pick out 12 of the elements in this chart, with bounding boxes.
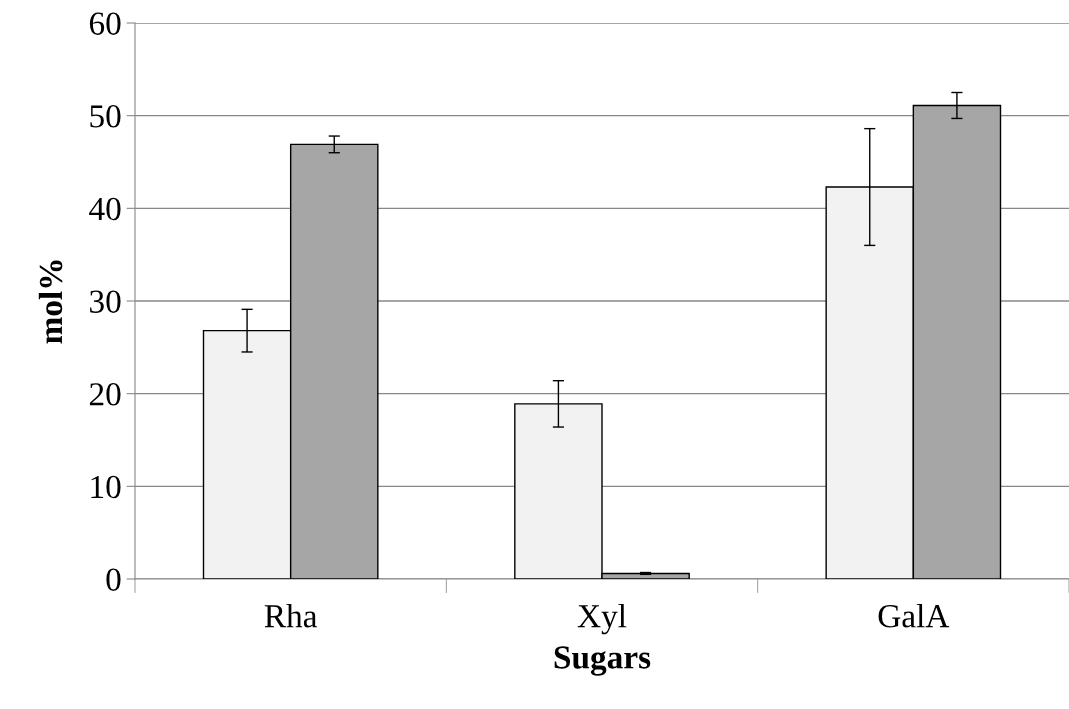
x-axis-title: Sugars bbox=[554, 646, 651, 676]
y-tick-label: 10 bbox=[91, 475, 121, 499]
y-tick-label: 20 bbox=[89, 383, 121, 406]
y-axis-title: mol% bbox=[38, 260, 63, 344]
y-tick-label: 40 bbox=[89, 197, 121, 221]
y-tick-label: 0 bbox=[106, 568, 121, 591]
y-tick-label: 50 bbox=[90, 105, 121, 128]
x-tick-label: GalA bbox=[878, 604, 950, 628]
x-tick-label: Rha bbox=[264, 604, 318, 628]
y-tick-label: 60 bbox=[89, 12, 121, 35]
y-tick-label: 30 bbox=[90, 290, 121, 313]
x-tick-label: Xyl bbox=[577, 604, 627, 635]
